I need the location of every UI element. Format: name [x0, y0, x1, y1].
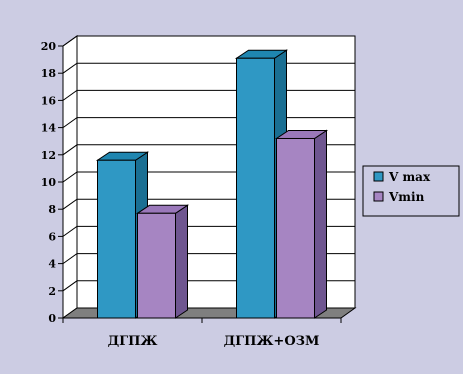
y-tick-label: 6	[48, 230, 56, 243]
legend-swatch	[373, 191, 384, 202]
y-tick-label: 20	[41, 40, 57, 53]
bar-vmax-1	[95, 151, 150, 319]
legend-label: V max	[388, 170, 431, 184]
bar-vmin-1	[135, 204, 190, 319]
y-tick-label: 8	[48, 203, 56, 216]
bar-front	[97, 159, 136, 319]
y-tick-label: 12	[41, 149, 56, 162]
legend-label: Vmin	[388, 190, 425, 204]
y-tick-label: 16	[41, 94, 57, 107]
y-tick-label: 4	[48, 258, 56, 271]
bar-front	[276, 137, 315, 319]
x-category-label: ДГПЖ+ОЗМ	[224, 334, 320, 349]
y-tick-label: 18	[41, 67, 57, 80]
y-tick-label: 10	[41, 176, 57, 189]
legend-swatch	[373, 171, 384, 182]
bar-side	[175, 204, 188, 319]
bar-side	[314, 129, 327, 319]
y-tick-label: 14	[41, 122, 57, 135]
y-tick-label: 2	[48, 285, 56, 298]
gridline	[62, 35, 355, 47]
bar-vmin-2	[274, 129, 329, 319]
x-category-label: ДГПЖ	[108, 334, 158, 349]
bar-front	[137, 212, 176, 319]
bar-front	[236, 57, 275, 319]
y-tick-label: 0	[48, 312, 56, 325]
